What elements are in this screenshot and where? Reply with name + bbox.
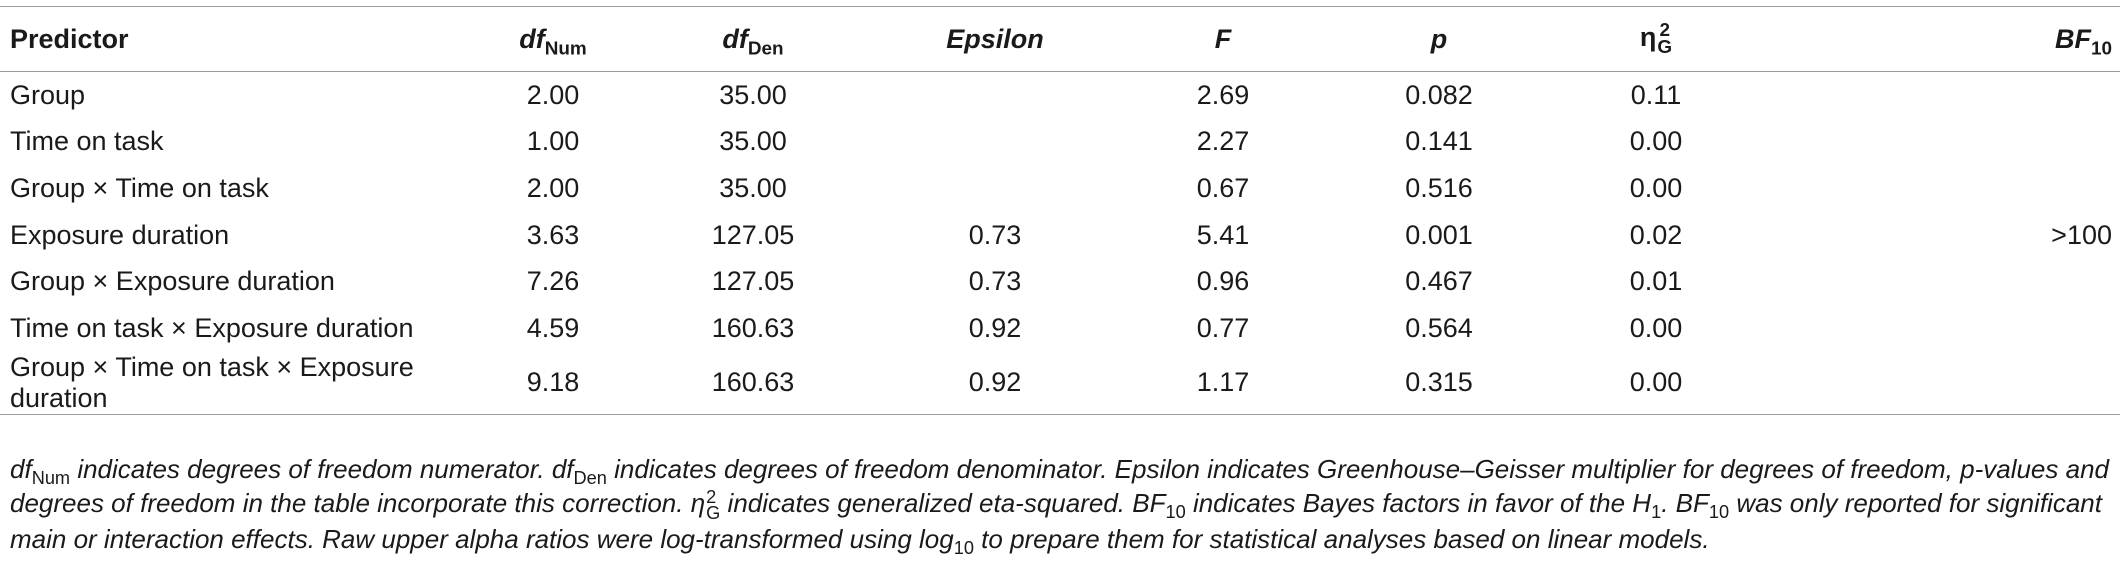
table-row: Time on task × Exposure duration 4.59 16…	[0, 305, 2120, 352]
cell-df-num: 2.00	[526, 79, 580, 110]
table-row: Time on task 1.00 35.00 2.27 0.141 0.00	[0, 119, 2120, 166]
cell-f: 2.69	[1196, 79, 1250, 110]
cell-p: 0.001	[1405, 219, 1473, 250]
cell-bf10	[1760, 165, 2120, 212]
header-df-den: dfDen	[636, 6, 870, 72]
cell-df-den: 160.63	[636, 351, 870, 415]
cell-eta: 0.02	[1629, 219, 1683, 250]
header-p: p	[1326, 6, 1552, 72]
cell-df-den: 127.05	[711, 219, 795, 250]
cell-p: 0.516	[1405, 172, 1473, 203]
cell-bf10	[1760, 72, 2120, 119]
cell-bf10	[1760, 351, 2120, 415]
cell-p: 0.564	[1405, 312, 1473, 343]
header-epsilon: Epsilon	[870, 6, 1120, 72]
cell-eta: 0.00	[1552, 351, 1760, 415]
cell-f: 5.41	[1196, 219, 1250, 250]
cell-f: 0.67	[1196, 172, 1250, 203]
cell-bf10: >100	[2051, 219, 2112, 250]
cell-epsilon: 0.73	[968, 219, 1022, 250]
cell-df-num: 3.63	[526, 219, 580, 250]
header-f: F	[1120, 6, 1326, 72]
cell-df-num: 7.26	[526, 266, 580, 297]
header-predictor: Predictor	[0, 6, 470, 72]
cell-p: 0.141	[1405, 126, 1473, 157]
cell-f: 2.27	[1196, 126, 1250, 157]
cell-df-den: 35.00	[719, 79, 787, 110]
table-row: Group 2.00 35.00 2.69 0.082 0.11	[0, 72, 2120, 119]
cell-epsilon	[870, 165, 1120, 212]
cell-df-den: 35.00	[719, 126, 787, 157]
cell-predictor: Group	[10, 79, 86, 110]
header-df-num: dfNum	[470, 6, 636, 72]
cell-eta: 0.11	[1630, 79, 1682, 110]
cell-predictor: Group × Time on task	[10, 172, 269, 203]
cell-df-den: 35.00	[719, 172, 787, 203]
cell-eta: 0.00	[1629, 312, 1683, 343]
cell-predictor: Time on task × Exposure duration	[10, 312, 414, 343]
cell-df-den: 127.05	[711, 266, 795, 297]
cell-predictor: Group × Exposure duration	[10, 266, 335, 297]
cell-p: 0.315	[1326, 351, 1552, 415]
cell-df-den: 160.63	[711, 312, 795, 343]
cell-p: 0.467	[1405, 266, 1473, 297]
cell-f: 0.96	[1196, 266, 1250, 297]
cell-eta: 0.00	[1629, 126, 1683, 157]
table-row: Exposure duration 3.63 127.05 0.73 5.41 …	[0, 212, 2120, 259]
cell-f: 0.77	[1196, 312, 1250, 343]
cell-epsilon	[870, 119, 1120, 166]
cell-bf10	[1760, 305, 2120, 352]
cell-epsilon: 0.92	[968, 312, 1022, 343]
cell-eta: 0.00	[1629, 172, 1683, 203]
cell-f: 1.17	[1120, 351, 1326, 415]
cell-epsilon: 0.92	[870, 351, 1120, 415]
table-row: Group × Exposure duration 7.26 127.05 0.…	[0, 258, 2120, 305]
cell-df-num: 4.59	[526, 312, 580, 343]
table-row: Group × Time on task 2.00 35.00 0.67 0.5…	[0, 165, 2120, 212]
cell-df-num: 2.00	[526, 172, 580, 203]
cell-bf10	[1760, 258, 2120, 305]
header-bf10: BF10	[1760, 6, 2120, 72]
cell-bf10	[1760, 119, 2120, 166]
table-row: Group × Time on task × Exposure duration…	[0, 351, 2120, 415]
cell-predictor: Group × Time on task × Exposure duration	[0, 351, 470, 415]
cell-predictor: Exposure duration	[10, 219, 230, 250]
cell-df-num: 1.00	[526, 126, 580, 157]
cell-epsilon: 0.73	[968, 266, 1022, 297]
cell-df-num: 9.18	[470, 351, 636, 415]
table-footnote: dfNum indicates degrees of freedom numer…	[10, 454, 2109, 558]
cell-eta: 0.01	[1629, 266, 1683, 297]
cell-predictor: Time on task	[10, 126, 164, 157]
cell-epsilon	[870, 72, 1120, 119]
cell-p: 0.082	[1405, 79, 1473, 110]
